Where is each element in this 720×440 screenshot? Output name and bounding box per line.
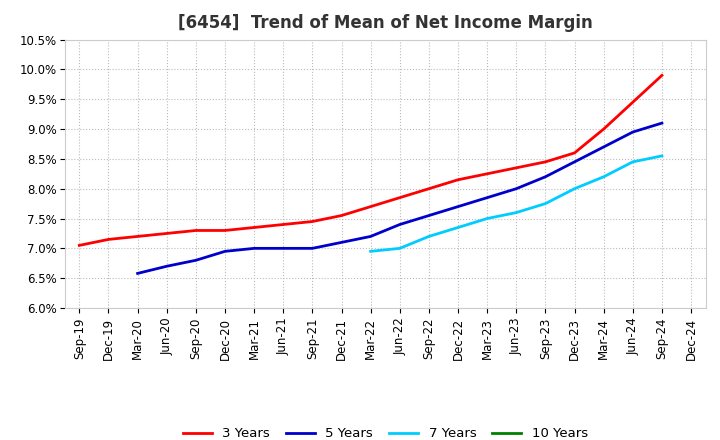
3 Years	[395, 195, 404, 200]
Legend: 3 Years, 5 Years, 7 Years, 10 Years: 3 Years, 5 Years, 7 Years, 10 Years	[183, 427, 588, 440]
7 Years	[570, 186, 579, 191]
3 Years	[220, 228, 229, 233]
5 Years	[541, 174, 550, 180]
3 Years	[279, 222, 287, 227]
3 Years	[366, 204, 375, 209]
5 Years	[657, 121, 666, 126]
5 Years	[133, 271, 142, 276]
5 Years	[308, 246, 317, 251]
3 Years	[163, 231, 171, 236]
3 Years	[541, 159, 550, 165]
5 Years	[512, 186, 521, 191]
3 Years	[337, 213, 346, 218]
3 Years	[192, 228, 200, 233]
5 Years	[279, 246, 287, 251]
3 Years	[570, 150, 579, 156]
3 Years	[308, 219, 317, 224]
Line: 7 Years: 7 Years	[371, 156, 662, 251]
5 Years	[192, 258, 200, 263]
5 Years	[220, 249, 229, 254]
7 Years	[483, 216, 492, 221]
5 Years	[570, 159, 579, 165]
5 Years	[599, 144, 608, 150]
5 Years	[337, 240, 346, 245]
7 Years	[395, 246, 404, 251]
5 Years	[629, 129, 637, 135]
5 Years	[425, 213, 433, 218]
7 Years	[366, 249, 375, 254]
3 Years	[657, 73, 666, 78]
7 Years	[599, 174, 608, 180]
3 Years	[75, 243, 84, 248]
7 Years	[425, 234, 433, 239]
7 Years	[541, 201, 550, 206]
7 Years	[657, 153, 666, 158]
3 Years	[454, 177, 462, 183]
Line: 3 Years: 3 Years	[79, 75, 662, 246]
7 Years	[454, 225, 462, 230]
3 Years	[599, 126, 608, 132]
5 Years	[454, 204, 462, 209]
5 Years	[250, 246, 258, 251]
3 Years	[483, 171, 492, 176]
3 Years	[629, 99, 637, 105]
5 Years	[483, 195, 492, 200]
3 Years	[250, 225, 258, 230]
5 Years	[395, 222, 404, 227]
3 Years	[104, 237, 113, 242]
Title: [6454]  Trend of Mean of Net Income Margin: [6454] Trend of Mean of Net Income Margi…	[178, 15, 593, 33]
5 Years	[163, 264, 171, 269]
3 Years	[512, 165, 521, 170]
7 Years	[512, 210, 521, 215]
5 Years	[366, 234, 375, 239]
Line: 5 Years: 5 Years	[138, 123, 662, 273]
3 Years	[425, 186, 433, 191]
7 Years	[629, 159, 637, 165]
3 Years	[133, 234, 142, 239]
